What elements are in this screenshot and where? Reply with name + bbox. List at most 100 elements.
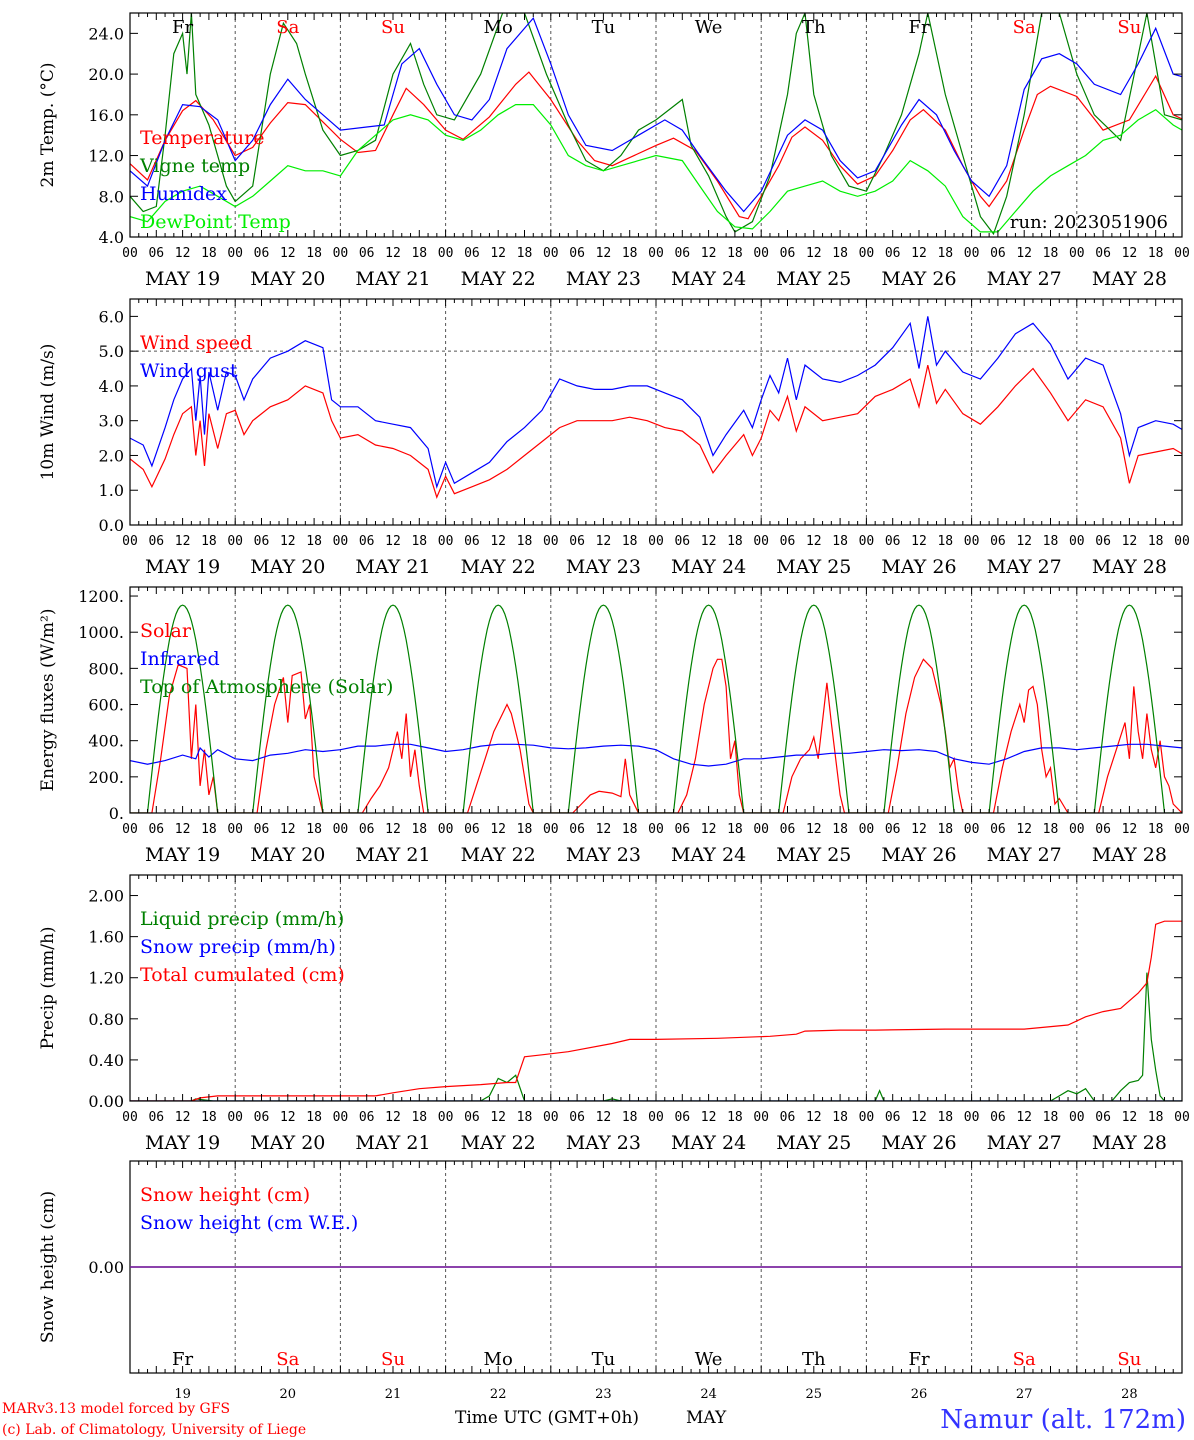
hour-tick-label: 06 bbox=[885, 1110, 901, 1125]
hour-tick-label: 18 bbox=[727, 246, 743, 261]
date-label: MAY 22 bbox=[461, 556, 536, 578]
y-tick-label: 20.0 bbox=[88, 65, 124, 84]
legend-entry: Snow precip (mm/h) bbox=[140, 936, 336, 958]
day-name-label: Mo bbox=[484, 17, 513, 38]
y-tick-label: 0. bbox=[109, 804, 124, 823]
date-label: MAY 22 bbox=[461, 844, 536, 866]
hour-tick-label: 00 bbox=[753, 246, 769, 261]
hour-tick-label: 12 bbox=[1016, 822, 1032, 837]
hour-tick-label: 18 bbox=[622, 246, 638, 261]
date-label: MAY 27 bbox=[987, 556, 1062, 578]
panel-1: 4.0 8.0 12.0 16.0 20.0 24.0 2m Temp. (°C) Tempe… bbox=[38, 12, 1190, 290]
legend-entry: Temperature bbox=[140, 127, 264, 149]
date-label: MAY 26 bbox=[881, 556, 956, 578]
hour-tick-label: 18 bbox=[411, 1110, 427, 1125]
date-label: MAY 26 bbox=[881, 268, 956, 290]
hour-tick-label: 06 bbox=[254, 822, 270, 837]
day-name-label: Mo bbox=[484, 1349, 513, 1370]
date-label: MAY 26 bbox=[881, 844, 956, 866]
date-label: MAY 20 bbox=[250, 844, 325, 866]
hour-tick-label: 06 bbox=[464, 534, 480, 549]
y-axis-label: 2m Temp. (°C) bbox=[38, 62, 58, 187]
hour-tick-label: 00 bbox=[1174, 246, 1190, 261]
hour-tick-label: 12 bbox=[911, 534, 927, 549]
date-label: MAY 25 bbox=[776, 844, 851, 866]
y-tick-label: 6.0 bbox=[99, 307, 124, 326]
hour-tick-label: 18 bbox=[517, 246, 533, 261]
hour-tick-label: 06 bbox=[569, 822, 585, 837]
hour-tick-label: 12 bbox=[175, 1110, 191, 1125]
hour-tick-label: 18 bbox=[517, 822, 533, 837]
hour-tick-label: 18 bbox=[622, 1110, 638, 1125]
y-tick-label: 5.0 bbox=[99, 342, 124, 361]
series-temperature bbox=[130, 71, 1182, 220]
hour-tick-label: 18 bbox=[1043, 822, 1059, 837]
y-tick-label: 2.00 bbox=[88, 887, 124, 906]
hour-tick-label: 00 bbox=[122, 1110, 138, 1125]
hour-tick-label: 00 bbox=[543, 1110, 559, 1125]
date-label: MAY 24 bbox=[671, 556, 746, 578]
date-label: MAY 23 bbox=[566, 556, 641, 578]
day-name-label: Th bbox=[802, 1349, 826, 1370]
hour-tick-label: 00 bbox=[753, 822, 769, 837]
hour-tick-label: 12 bbox=[1122, 246, 1138, 261]
hour-tick-label: 06 bbox=[359, 246, 375, 261]
hour-tick-label: 12 bbox=[175, 246, 191, 261]
series-group bbox=[130, 316, 1182, 499]
hour-tick-label: 06 bbox=[148, 822, 164, 837]
series-infrared bbox=[130, 743, 1182, 767]
legend-entry: Infrared bbox=[140, 648, 220, 670]
hour-tick-label: 12 bbox=[806, 822, 822, 837]
hour-tick-label: 12 bbox=[701, 822, 717, 837]
y-tick-label: 0.00 bbox=[88, 1092, 124, 1111]
legend-entry: DewPoint Temp bbox=[140, 211, 291, 233]
hour-tick-label: 18 bbox=[1043, 1110, 1059, 1125]
hour-tick-label: 00 bbox=[1174, 1110, 1190, 1125]
date-label: MAY 28 bbox=[1092, 1132, 1167, 1154]
hour-tick-label: 00 bbox=[438, 1110, 454, 1125]
date-label: MAY 26 bbox=[881, 1132, 956, 1154]
hour-tick-label: 00 bbox=[1069, 246, 1085, 261]
hour-tick-label: 12 bbox=[1016, 534, 1032, 549]
date-label: MAY 24 bbox=[671, 268, 746, 290]
day-number-label: 22 bbox=[490, 1387, 507, 1402]
hour-tick-label: 00 bbox=[753, 534, 769, 549]
y-tick-label: 3.0 bbox=[99, 412, 124, 431]
station-label: Namur (alt. 172m) bbox=[940, 1405, 1186, 1435]
hour-tick-label: 12 bbox=[596, 822, 612, 837]
y-tick-label: 0.0 bbox=[99, 516, 124, 535]
legend-entry: Total cumulated (cm) bbox=[140, 964, 345, 986]
legend-entry: Wind gust bbox=[140, 360, 238, 382]
date-label: MAY 24 bbox=[671, 1132, 746, 1154]
hour-tick-label: 18 bbox=[832, 822, 848, 837]
hour-tick-label: 00 bbox=[227, 246, 243, 261]
hour-tick-label: 06 bbox=[674, 534, 690, 549]
y-tick-label: 1.60 bbox=[88, 928, 124, 947]
hour-tick-label: 18 bbox=[306, 534, 322, 549]
hour-tick-label: 00 bbox=[648, 822, 664, 837]
hour-tick-label: 00 bbox=[543, 822, 559, 837]
run-annotation: run: 2023051906 bbox=[1010, 212, 1168, 233]
y-axis-label: Snow height (cm) bbox=[38, 1191, 58, 1343]
y-tick-label: 16.0 bbox=[88, 106, 124, 125]
hour-tick-label: 00 bbox=[438, 822, 454, 837]
hour-tick-label: 18 bbox=[727, 822, 743, 837]
hour-tick-label: 06 bbox=[254, 534, 270, 549]
hour-tick-label: 06 bbox=[674, 822, 690, 837]
hour-tick-label: 12 bbox=[806, 246, 822, 261]
hour-tick-label: 06 bbox=[885, 246, 901, 261]
day-name-label: Tu bbox=[592, 1349, 616, 1370]
date-label: MAY 19 bbox=[145, 268, 220, 290]
hour-tick-label: 06 bbox=[674, 1110, 690, 1125]
hour-tick-label: 12 bbox=[701, 534, 717, 549]
legend-entry: Humidex bbox=[140, 183, 227, 205]
series-dewpoint-temp bbox=[130, 104, 1182, 233]
date-label: MAY 23 bbox=[566, 268, 641, 290]
hour-tick-label: 12 bbox=[806, 1110, 822, 1125]
hour-tick-label: 00 bbox=[964, 822, 980, 837]
hour-tick-label: 18 bbox=[1148, 534, 1164, 549]
hour-tick-label: 18 bbox=[937, 1110, 953, 1125]
day-name-label: Sa bbox=[276, 17, 299, 38]
hour-tick-label: 12 bbox=[385, 246, 401, 261]
hour-tick-label: 06 bbox=[885, 822, 901, 837]
